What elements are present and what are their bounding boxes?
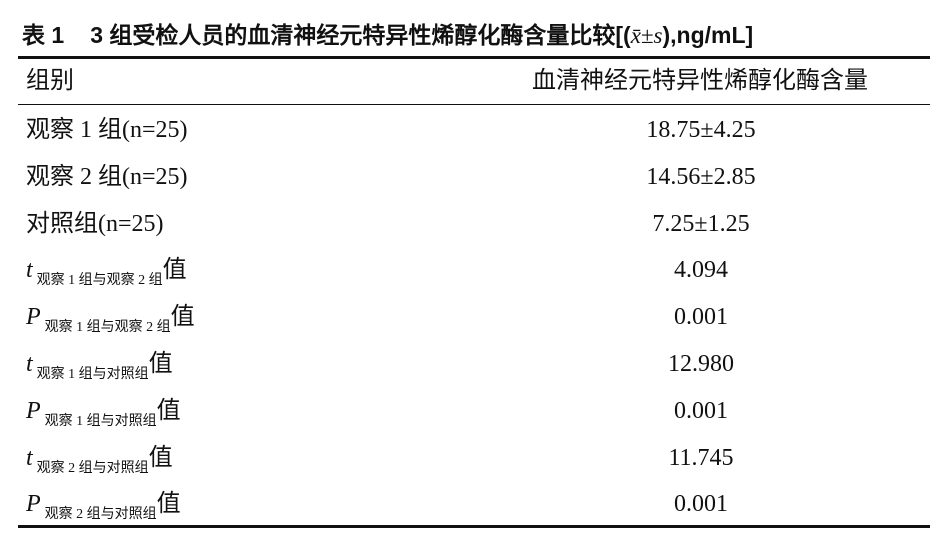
- stat-sub: 观察 1 组与对照组: [44, 413, 157, 429]
- stat-sub: 观察 2 组与对照组: [36, 460, 149, 476]
- stat-sub: 观察 1 组与对照组: [36, 367, 149, 382]
- stat-suffix: 值: [156, 397, 181, 424]
- header-cell: 血清神经元特异性烯醇化酶含量: [532, 68, 868, 94]
- row-label: 对照组(n=25): [26, 209, 164, 239]
- row-label: 观察 1 组(n=25): [26, 115, 188, 145]
- row-value: 7.25±1.25: [652, 210, 750, 237]
- row-value: 0.001: [674, 397, 728, 424]
- stat-var: P: [26, 304, 41, 331]
- row-value: 14.56±2.85: [646, 163, 756, 190]
- row-label: P 观察 1 组与观察 2 组值: [26, 302, 195, 336]
- top-rule: [18, 56, 930, 59]
- row-value: 4.094: [674, 257, 728, 284]
- header-cell: 组别: [26, 68, 74, 94]
- row-value: 11.745: [668, 444, 734, 471]
- title-text: 3 组受检人员的血清神经元特异性烯醇化酶含量比较[(: [90, 22, 631, 48]
- header-rule: [18, 104, 930, 105]
- label-text: 观察 2 组(n=25): [26, 163, 188, 190]
- stat-var: P: [26, 397, 41, 424]
- title-tail: ),ng/mL]: [662, 22, 754, 48]
- row-label: t 观察 1 组与对照组值: [26, 349, 173, 383]
- stat-sub: 观察 1 组与观察 2 组: [36, 273, 163, 289]
- row-value: 0.001: [674, 491, 728, 518]
- row-label: P 观察 2 组与对照组值: [26, 489, 181, 523]
- stat-suffix: 值: [148, 351, 173, 377]
- stat-suffix: 值: [170, 304, 195, 331]
- label-text: 观察 1 组(n=25): [26, 117, 188, 143]
- row-value: 0.001: [674, 304, 728, 331]
- row-label: t 观察 2 组与对照组值: [26, 443, 173, 477]
- stat-var: P: [26, 491, 41, 518]
- row-label: t 观察 1 组与观察 2 组值: [26, 255, 187, 289]
- stat-var: t: [26, 257, 33, 284]
- row-value: 18.75±4.25: [646, 117, 756, 143]
- stat-suffix: 值: [148, 444, 173, 471]
- title-math: x̄±s: [630, 23, 663, 48]
- stat-var: t: [26, 444, 33, 471]
- row-label: 观察 2 组(n=25): [26, 162, 188, 192]
- stat-sub: 观察 1 组与观察 2 组: [44, 320, 171, 336]
- title-label: 表 1: [22, 22, 65, 48]
- table-title: 表 1 3 组受检人员的血清神经元特异性烯醇化酶含量比较[(x̄±s),ng/mL…: [22, 16, 753, 50]
- stat-sub: 观察 2 组与对照组: [44, 507, 157, 523]
- stat-suffix: 值: [162, 257, 187, 284]
- stat-suffix: 值: [156, 491, 181, 518]
- stat-var: t: [26, 351, 33, 377]
- bottom-rule: [18, 525, 930, 528]
- row-value: 12.980: [668, 351, 734, 377]
- row-label: P 观察 1 组与对照组值: [26, 396, 181, 430]
- label-text: 对照组(n=25): [26, 210, 164, 237]
